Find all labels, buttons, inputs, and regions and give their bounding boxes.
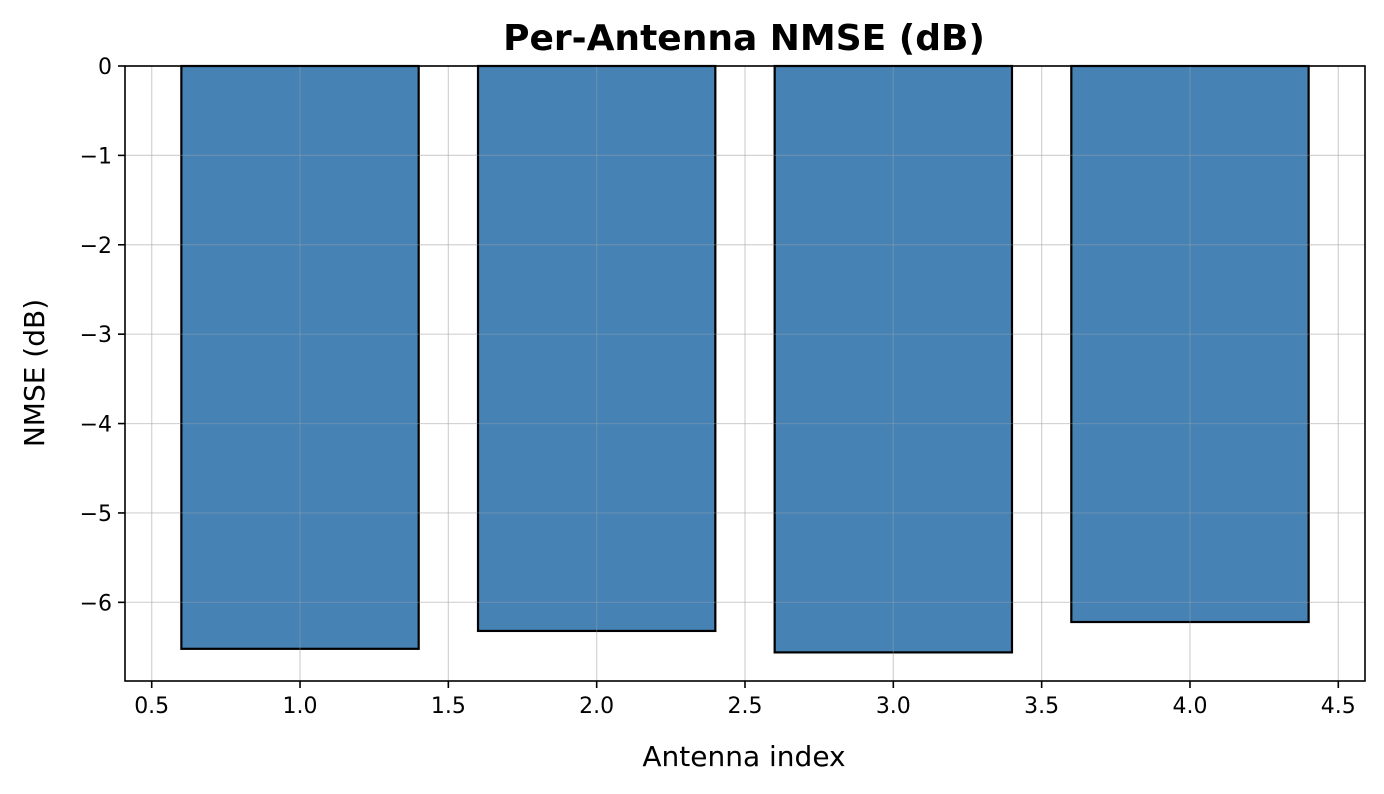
bars xyxy=(125,64,1365,681)
bar-antenna-3 xyxy=(773,64,1014,654)
x-tick-label: 0.5 xyxy=(134,694,169,719)
y-axis-label: NMSE (dB) xyxy=(18,299,51,447)
y-tick-label: −3 xyxy=(80,323,112,348)
chart-title: Per-Antenna NMSE (dB) xyxy=(503,18,985,59)
x-tick-label: 2.0 xyxy=(579,694,614,719)
x-tick-label: 4.0 xyxy=(1172,694,1207,719)
bar-antenna-2 xyxy=(476,64,717,633)
y-tick-label: 0 xyxy=(98,55,112,80)
x-tick-label: 4.5 xyxy=(1321,694,1356,719)
y-axis: 0 −1 −2 −3 −4 −5 −6 xyxy=(80,55,125,616)
y-tick-label: −6 xyxy=(80,591,112,616)
bar-antenna-1 xyxy=(180,64,420,650)
x-tick-label: 3.0 xyxy=(876,694,911,719)
grid-overlay xyxy=(125,65,1365,681)
y-tick-label: −4 xyxy=(80,413,112,438)
y-tick-label: −2 xyxy=(80,234,112,259)
x-tick-label: 3.5 xyxy=(1024,694,1059,719)
bar-antenna-4 xyxy=(1070,64,1310,624)
y-tick-label: −5 xyxy=(80,502,112,527)
x-tick-label: 1.5 xyxy=(431,694,466,719)
x-axis: 0.5 1.0 1.5 2.0 2.5 3.0 3.5 4.0 4.5 xyxy=(134,681,1356,719)
x-tick-label: 2.5 xyxy=(728,694,763,719)
x-tick-label: 1.0 xyxy=(283,694,318,719)
y-tick-label: −1 xyxy=(80,144,112,169)
x-axis-label: Antenna index xyxy=(642,740,845,773)
